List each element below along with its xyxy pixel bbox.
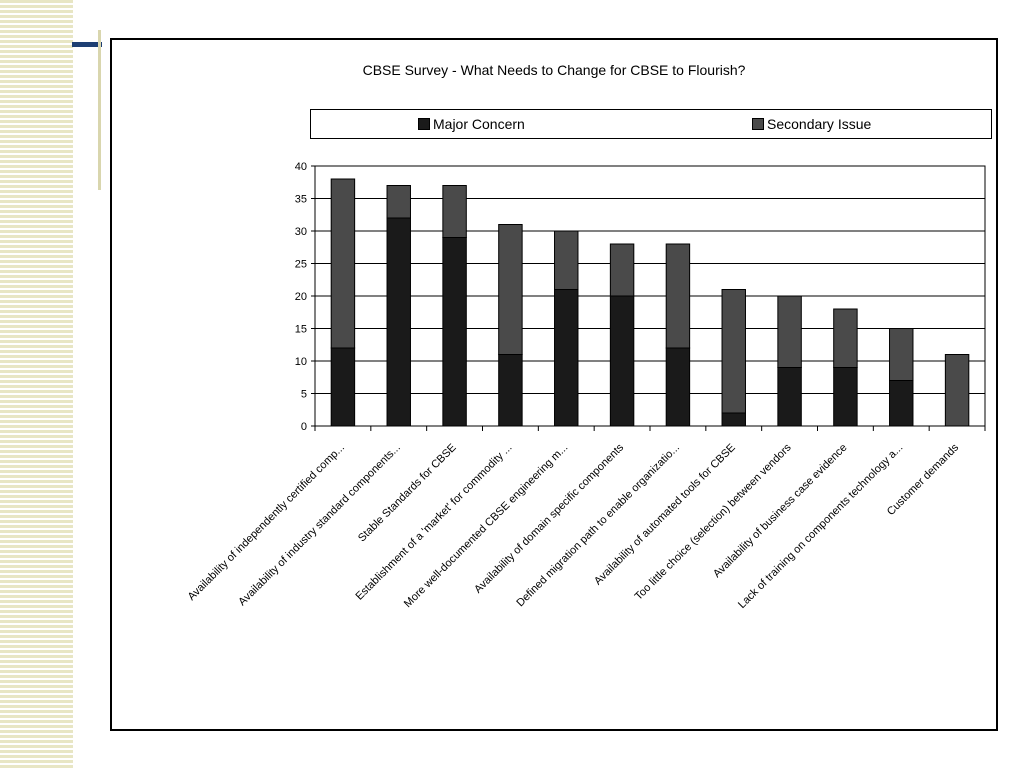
bar-secondary-issue [386, 185, 411, 219]
y-tick-label: 5 [301, 389, 307, 401]
y-tick-label: 30 [295, 226, 307, 238]
legend-label-secondary: Secondary Issue [767, 116, 872, 132]
accent-bar [72, 42, 102, 47]
bar-secondary-issue [609, 243, 635, 297]
y-tick-label: 10 [295, 356, 307, 368]
y-tick-label: 40 [295, 161, 307, 173]
decorative-stripes [0, 0, 73, 768]
bar-secondary-issue [944, 354, 970, 427]
legend-item-secondary: Secondary Issue [752, 116, 871, 132]
bar-major-concern [665, 347, 691, 427]
bar-secondary-issue [498, 224, 523, 355]
bar-major-concern [609, 295, 635, 427]
bar-major-concern [554, 289, 579, 427]
bar-major-concern [330, 347, 356, 427]
bar-major-concern [721, 412, 746, 427]
legend-swatch-major [418, 118, 430, 130]
bar-major-concern [777, 367, 802, 427]
bar-major-concern [889, 380, 914, 427]
y-tick-label: 15 [295, 324, 307, 336]
y-tick-label: 25 [295, 259, 307, 271]
bar-secondary-issue [721, 289, 746, 414]
bar-secondary-issue [889, 328, 914, 381]
bar-secondary-issue [665, 243, 691, 349]
bar-secondary-issue [554, 230, 579, 290]
bar-secondary-issue [777, 295, 802, 368]
y-tick-label: 0 [301, 421, 307, 433]
x-tick-label: Stable Standards for CBSE [356, 442, 459, 545]
y-tick-label: 20 [295, 291, 307, 303]
bar-major-concern [498, 354, 523, 427]
chart-title: CBSE Survey - What Needs to Change for C… [362, 62, 746, 78]
bar-secondary-issue [442, 185, 467, 238]
bar-major-concern [833, 367, 858, 427]
accent-line [98, 30, 101, 190]
legend-item-major: Major Concern [418, 116, 525, 132]
chart-legend: Major Concern Secondary Issue [310, 109, 992, 139]
y-tick-label: 35 [295, 194, 307, 206]
legend-label-major: Major Concern [433, 116, 525, 132]
legend-swatch-secondary [752, 118, 764, 130]
bar-major-concern [442, 237, 467, 427]
bar-major-concern [386, 217, 411, 427]
bar-secondary-issue [330, 178, 356, 349]
bar-secondary-issue [833, 308, 858, 368]
